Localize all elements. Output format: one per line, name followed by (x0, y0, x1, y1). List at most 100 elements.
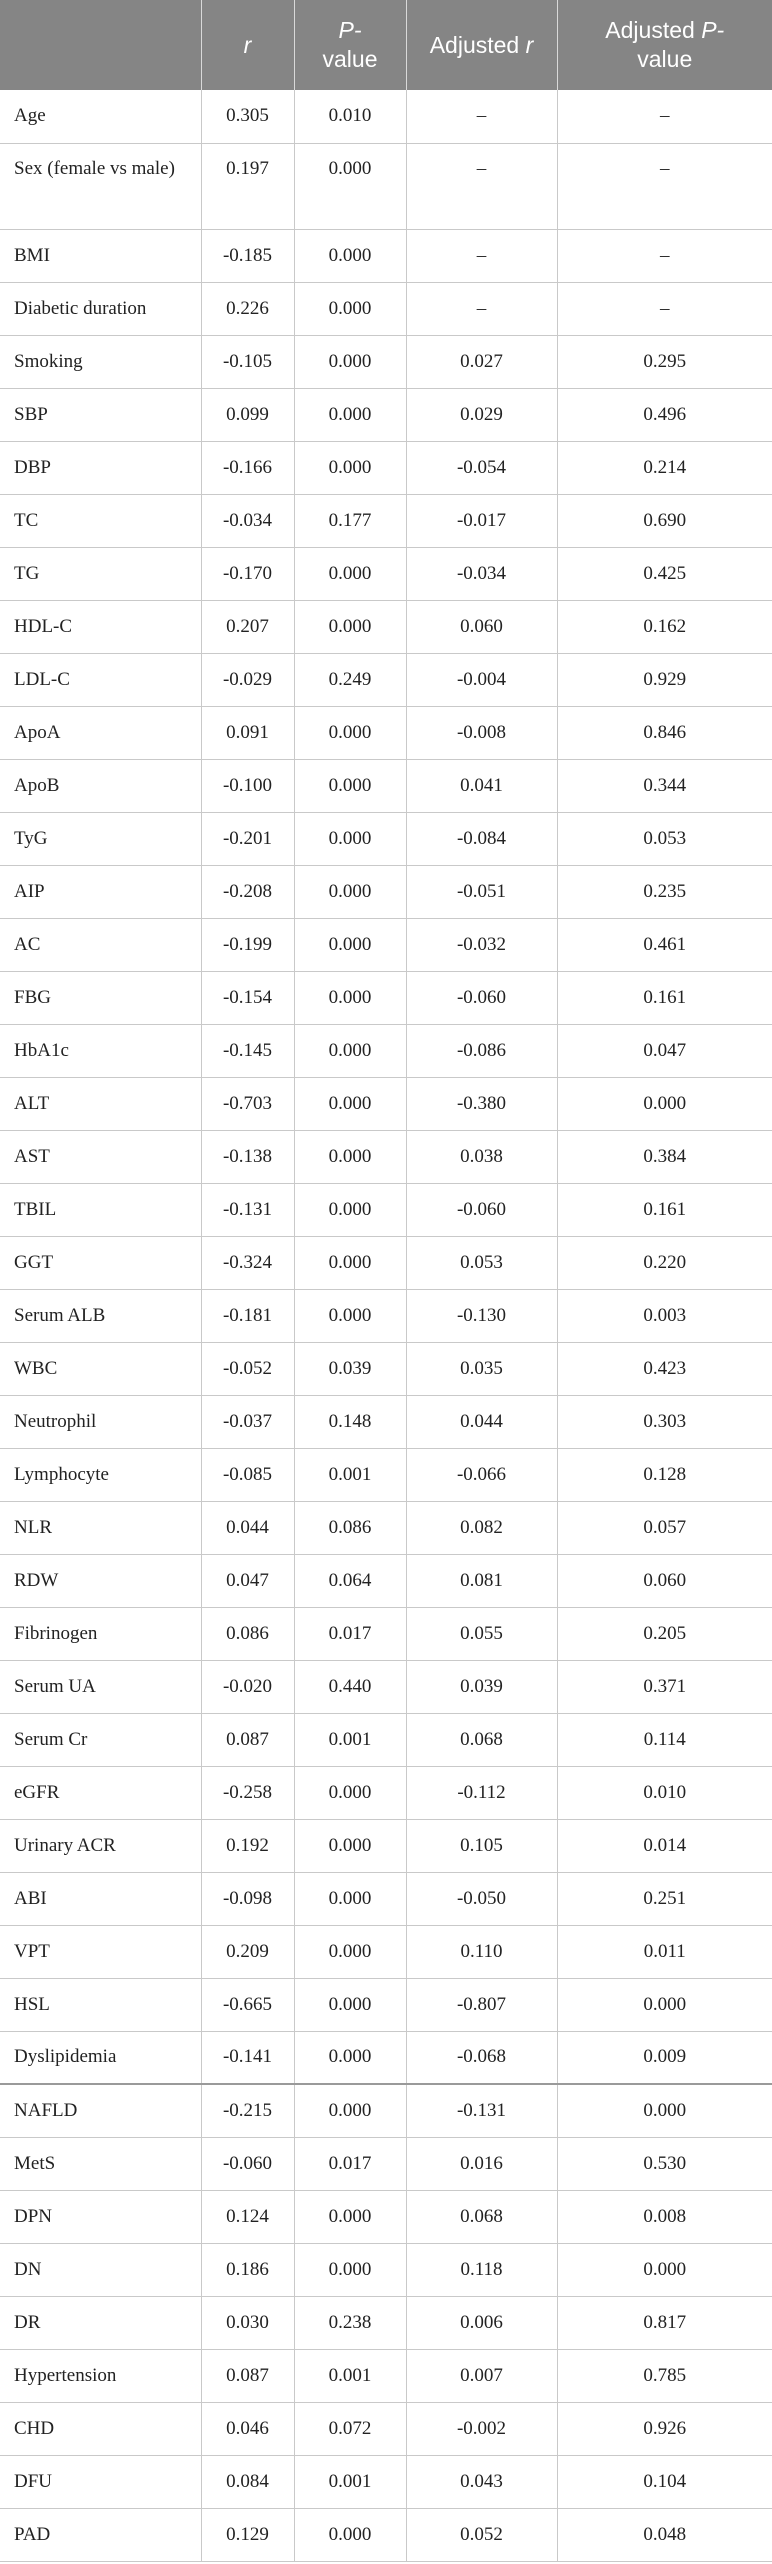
table-row: NAFLD -0.215 0.000 -0.131 0.000 (0, 2084, 772, 2138)
table-row: Dyslipidemia -0.141 0.000 -0.068 0.009 (0, 2031, 772, 2085)
cell-adjusted-p-value: 0.009 (557, 2031, 772, 2085)
row-label: AIP (0, 865, 202, 919)
cell-adjusted-p-value: 0.371 (557, 1660, 772, 1714)
cell-adjusted-r: 0.068 (406, 2190, 558, 2244)
cell-p-value: 0.017 (294, 1607, 407, 1661)
cell-p-value: 0.000 (294, 1978, 407, 2032)
row-label: ApoA (0, 706, 202, 760)
cell-p-value: 0.000 (294, 1077, 407, 1131)
cell-p-value: 0.000 (294, 1819, 407, 1873)
cell-r: -0.170 (201, 547, 295, 601)
row-label: Fibrinogen (0, 1607, 202, 1661)
cell-p-value: 0.249 (294, 653, 407, 707)
cell-p-value: 0.000 (294, 1289, 407, 1343)
cell-p-value: 0.000 (294, 143, 407, 230)
cell-adjusted-p-value: 0.384 (557, 1130, 772, 1184)
cell-adjusted-p-value: 0.104 (557, 2455, 772, 2509)
header-r-label: r (243, 31, 252, 58)
cell-adjusted-p-value: 0.295 (557, 335, 772, 389)
cell-p-value: 0.000 (294, 1183, 407, 1237)
cell-adjusted-r: 0.052 (406, 2508, 558, 2562)
cell-p-value: 0.000 (294, 1872, 407, 1926)
header-p-suffix: value (322, 46, 378, 72)
row-label: LDL-C (0, 653, 202, 707)
cell-p-value: 0.000 (294, 971, 407, 1025)
row-label: eGFR (0, 1766, 202, 1820)
row-label: ApoB (0, 759, 202, 813)
table-row: VPT 0.209 0.000 0.110 0.011 (0, 1925, 772, 1979)
cell-adjusted-p-value: 0.929 (557, 653, 772, 707)
cell-adjusted-r: 0.006 (406, 2296, 558, 2350)
cell-r: 0.087 (201, 1713, 295, 1767)
cell-adjusted-p-value: – (557, 282, 772, 336)
table-row: Age 0.305 0.010– – (0, 90, 772, 144)
cell-adjusted-p-value: 0.011 (557, 1925, 772, 1979)
cell-p-value: 0.000 (294, 865, 407, 919)
cell-p-value: 0.017 (294, 2137, 407, 2191)
cell-p-value: 0.000 (294, 282, 407, 336)
cell-adjusted-p-value: – (557, 90, 772, 144)
cell-adjusted-r: 0.081 (406, 1554, 558, 1608)
cell-adjusted-r: -0.066 (406, 1448, 558, 1502)
cell-adjusted-r: -0.051 (406, 865, 558, 919)
header-adjusted-r-italic: r (525, 31, 534, 58)
cell-p-value: 0.000 (294, 441, 407, 495)
header-adjusted-p-italic: P- (701, 17, 725, 43)
cell-p-value: 0.072 (294, 2402, 407, 2456)
cell-adjusted-p-value: 0.161 (557, 1183, 772, 1237)
row-label: WBC (0, 1342, 202, 1396)
cell-r: -0.105 (201, 335, 295, 389)
cell-adjusted-r: – (406, 282, 558, 336)
cell-r: -0.166 (201, 441, 295, 495)
cell-p-value: 0.001 (294, 1713, 407, 1767)
row-label: Serum UA (0, 1660, 202, 1714)
row-label: Sex (female vs male) (0, 143, 202, 230)
cell-adjusted-p-value: – (557, 143, 772, 230)
cell-adjusted-r: 0.043 (406, 2455, 558, 2509)
cell-adjusted-p-value: 0.461 (557, 918, 772, 972)
cell-adjusted-r: -0.032 (406, 918, 558, 972)
cell-r: 0.305 (201, 90, 295, 144)
cell-adjusted-p-value: 0.048 (557, 2508, 772, 2562)
cell-adjusted-r: -0.060 (406, 1183, 558, 1237)
cell-adjusted-p-value: 0.000 (557, 1077, 772, 1131)
cell-r: -0.085 (201, 1448, 295, 1502)
cell-adjusted-r: -0.130 (406, 1289, 558, 1343)
row-label: TyG (0, 812, 202, 866)
table-row: Fibrinogen 0.086 0.017 0.055 0.205 (0, 1607, 772, 1661)
table-row: ABI -0.098 0.000 -0.050 0.251 (0, 1872, 772, 1926)
cell-p-value: 0.000 (294, 600, 407, 654)
cell-p-value: 0.000 (294, 2190, 407, 2244)
table-row: eGFR -0.258 0.000 -0.112 0.010 (0, 1766, 772, 1820)
cell-adjusted-r: -0.068 (406, 2031, 558, 2085)
cell-adjusted-p-value: 0.530 (557, 2137, 772, 2191)
header-p-value: P-value (294, 0, 407, 90)
cell-p-value: 0.000 (294, 2508, 407, 2562)
row-label: HbA1c (0, 1024, 202, 1078)
cell-p-value: 0.440 (294, 1660, 407, 1714)
row-label: PAD (0, 2508, 202, 2562)
cell-r: -0.185 (201, 229, 295, 283)
table-row: AC -0.199 0.000 -0.032 0.461 (0, 918, 772, 972)
row-label: HSL (0, 1978, 202, 2032)
row-label: CHD (0, 2402, 202, 2456)
table-row: Serum ALB -0.181 0.000 -0.130 0.003 (0, 1289, 772, 1343)
cell-r: 0.226 (201, 282, 295, 336)
cell-r: -0.052 (201, 1342, 295, 1396)
table-row: NLR 0.044 0.086 0.082 0.057 (0, 1501, 772, 1555)
row-label: Neutrophil (0, 1395, 202, 1449)
cell-p-value: 0.148 (294, 1395, 407, 1449)
cell-adjusted-p-value: 0.496 (557, 388, 772, 442)
cell-adjusted-r: 0.029 (406, 388, 558, 442)
cell-adjusted-p-value: 0.926 (557, 2402, 772, 2456)
cell-r: -0.324 (201, 1236, 295, 1290)
cell-r: -0.131 (201, 1183, 295, 1237)
cell-r: -0.029 (201, 653, 295, 707)
cell-p-value: 0.000 (294, 229, 407, 283)
table-row: DN 0.186 0.000 0.118 0.000 (0, 2243, 772, 2297)
table-row: CHD 0.046 0.072 -0.002 0.926 (0, 2402, 772, 2456)
cell-adjusted-r: 0.038 (406, 1130, 558, 1184)
table-row: Hypertension 0.087 0.001 0.007 0.785 (0, 2349, 772, 2403)
cell-adjusted-r: 0.035 (406, 1342, 558, 1396)
